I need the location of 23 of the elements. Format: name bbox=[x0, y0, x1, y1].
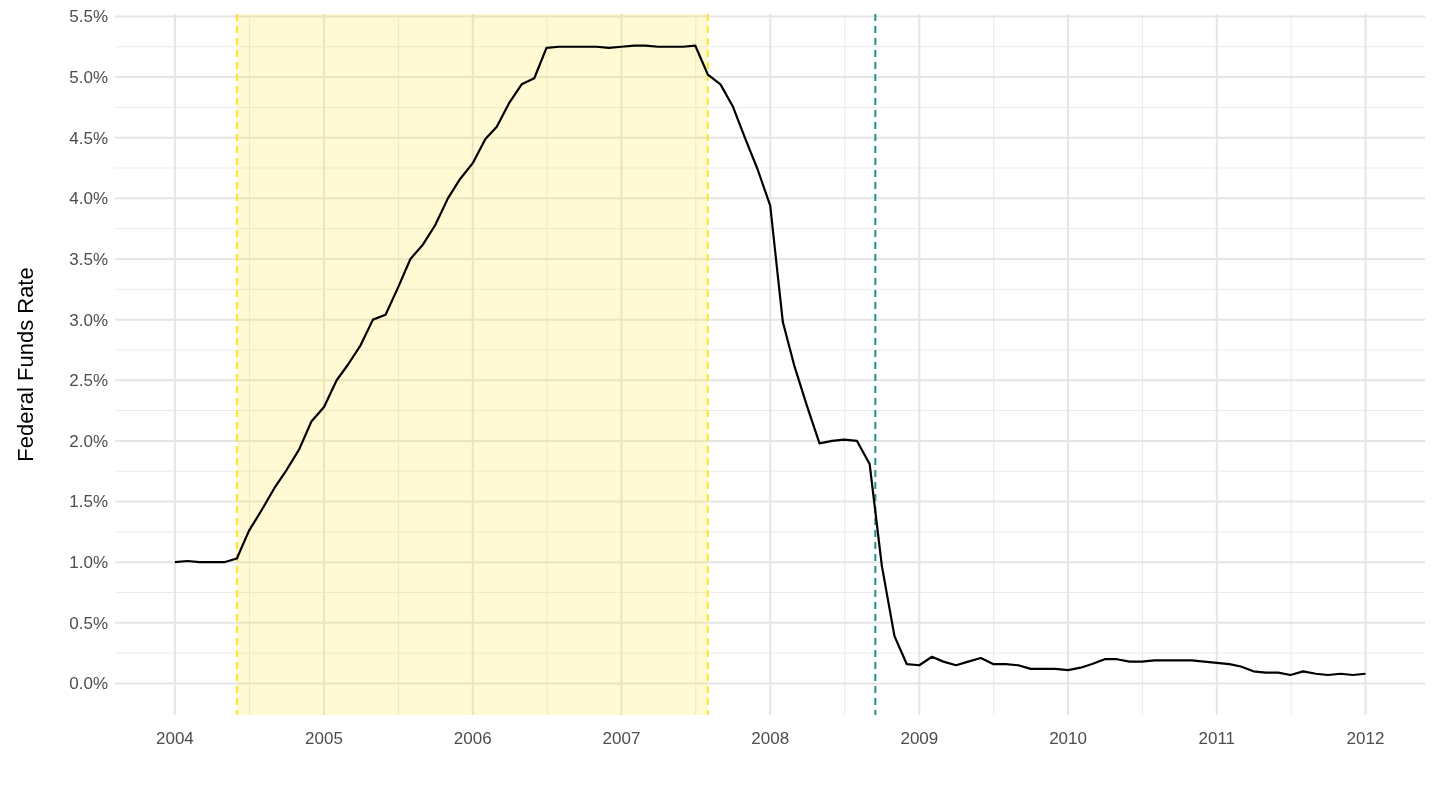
x-tick-label: 2007 bbox=[602, 729, 641, 748]
y-tick-label: 4.5% bbox=[69, 128, 108, 148]
x-tick-label: 2005 bbox=[305, 729, 343, 748]
x-tick-label: 2009 bbox=[900, 729, 939, 748]
x-tick-label: 2010 bbox=[1049, 729, 1087, 748]
y-tick-label: 3.0% bbox=[69, 310, 108, 330]
x-tick-label: 2012 bbox=[1346, 729, 1385, 748]
y-tick-label: 0.0% bbox=[69, 674, 108, 694]
y-tick-label: 5.5% bbox=[69, 7, 108, 27]
y-tick-label: 2.0% bbox=[69, 431, 108, 451]
x-tick-label: 2011 bbox=[1198, 729, 1236, 748]
y-axis-title: Federal Funds Rate bbox=[13, 267, 38, 462]
y-tick-label: 0.5% bbox=[69, 613, 108, 633]
x-tick-label: 2004 bbox=[155, 729, 194, 748]
y-tick-label: 1.5% bbox=[69, 492, 108, 512]
y-tick-label: 5.0% bbox=[69, 68, 108, 88]
y-tick-label: 2.5% bbox=[69, 371, 108, 391]
y-tick-label: 3.5% bbox=[69, 249, 108, 269]
x-tick-label: 2008 bbox=[751, 729, 790, 748]
x-tick-label: 2006 bbox=[453, 729, 492, 748]
y-tick-label: 1.0% bbox=[69, 553, 108, 573]
line-series bbox=[173, 44, 1367, 677]
y-tick-label: 4.0% bbox=[69, 189, 108, 209]
